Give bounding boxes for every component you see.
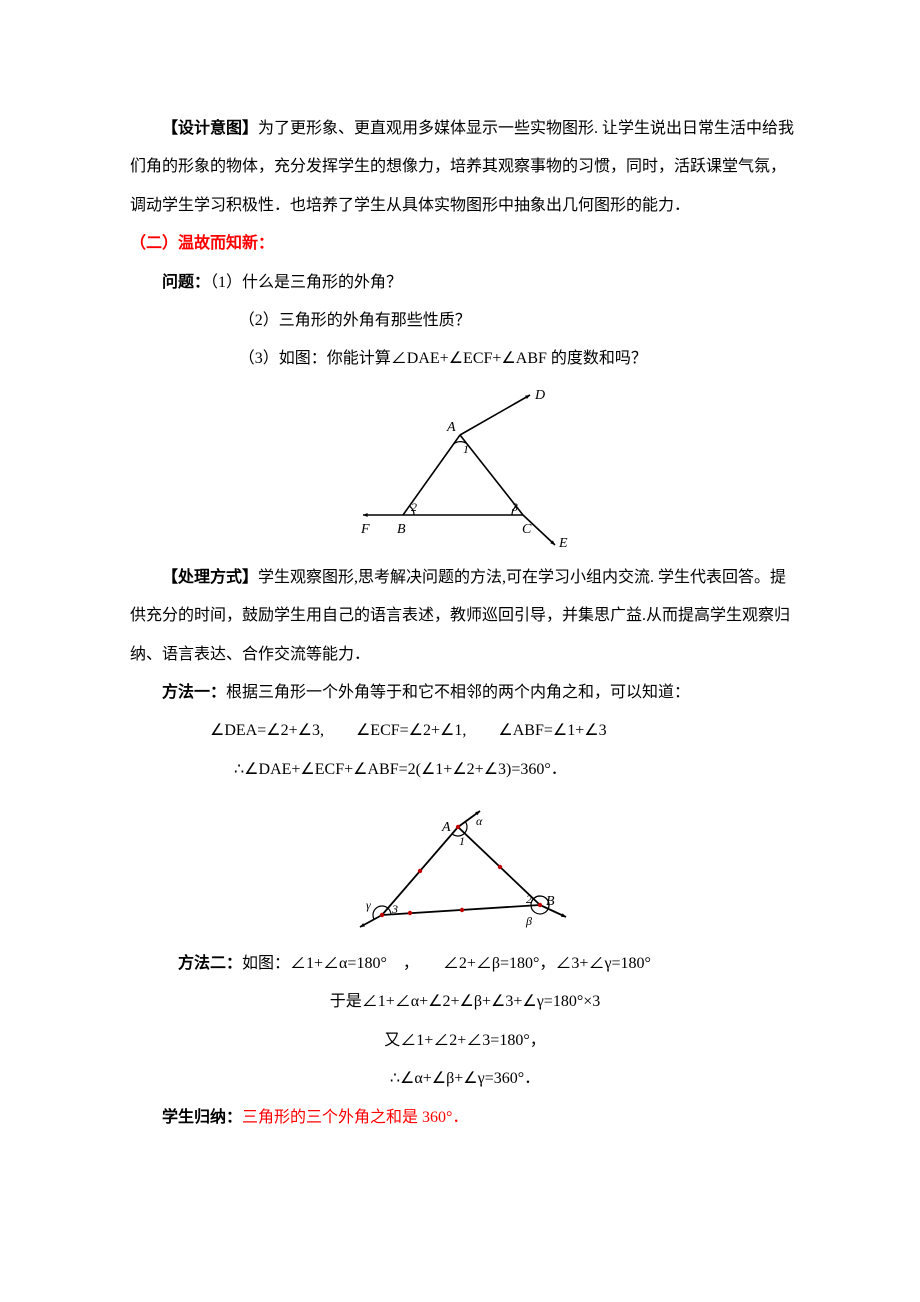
method2-text: 如图：∠1+∠α=180° ， ∠2+∠β=180°，∠3+∠γ=180° — [242, 955, 651, 972]
svg-text:2: 2 — [526, 892, 532, 906]
svg-text:B: B — [397, 522, 406, 537]
svg-text:F: F — [360, 522, 370, 537]
summary-label: 学生归纳： — [162, 1109, 242, 1126]
svg-text:γ: γ — [366, 898, 371, 912]
svg-text:B: B — [546, 894, 555, 909]
method2-para: 方法二：如图：∠1+∠α=180° ， ∠2+∠β=180°，∠3+∠γ=180… — [130, 945, 800, 983]
question-line-1: 问题：（1）什么是三角形的外角？ — [130, 264, 800, 302]
method2-line4: ∴∠α+∠β+∠γ=360°． — [130, 1060, 800, 1098]
svg-text:A: A — [446, 420, 456, 435]
handle-para: 【处理方式】学生观察图形,思考解决问题的方法,可在学习小组内交流. 学生代表回答… — [130, 559, 800, 674]
q1-text: （1）什么是三角形的外角？ — [210, 274, 402, 291]
method1-line1: ∠DEA=∠2+∠3, ∠ECF=∠2+∠1, ∠ABF=∠1+∠3 — [130, 712, 800, 750]
svg-text:A: A — [441, 820, 451, 835]
design-intent-label: 【设计意图】 — [162, 120, 258, 137]
method2-line2: 于是∠1+∠α+∠2+∠β+∠3+∠γ=180°×3 — [130, 983, 800, 1021]
method2-line3: 又∠1+∠2+∠3=180°， — [130, 1022, 800, 1060]
svg-text:D: D — [534, 388, 545, 403]
method2-label: 方法二： — [178, 955, 242, 972]
section-2-title: （二）温故而知新： — [130, 225, 800, 263]
q2-text: （2）三角形的外角有那些性质？ — [130, 302, 800, 340]
diagram-1: D A B C F E 1 2 3 — [355, 385, 575, 553]
svg-text:3: 3 — [511, 500, 518, 514]
svg-text:3: 3 — [391, 902, 398, 916]
method1-text: 根据三角形一个外角等于和它不相邻的两个内角之和，可以知道： — [226, 684, 690, 701]
svg-text:1: 1 — [459, 834, 465, 848]
svg-text:α: α — [476, 814, 483, 828]
svg-text:C: C — [522, 522, 532, 537]
svg-text:1: 1 — [463, 442, 469, 456]
summary-text: 三角形的三个外角之和是 360°． — [242, 1109, 468, 1126]
method1-label: 方法一： — [162, 684, 226, 701]
q3-text: （3）如图：你能计算∠DAE+∠ECF+∠ABF 的度数和吗？ — [130, 340, 800, 378]
summary-para: 学生归纳：三角形的三个外角之和是 360°． — [130, 1099, 800, 1137]
svg-text:β: β — [525, 914, 532, 928]
method1-line2: ∴∠DAE+∠ECF+∠ABF=2(∠1+∠2+∠3)=360°． — [130, 751, 800, 789]
svg-text:E: E — [558, 536, 568, 551]
question-label: 问题： — [162, 274, 210, 291]
svg-text:2: 2 — [411, 500, 417, 514]
handle-label: 【处理方式】 — [162, 569, 258, 586]
design-intent-para: 【设计意图】为了更形象、更直观用多媒体显示一些实物图形. 让学生说出日常生活中给… — [130, 110, 800, 225]
diagram-2: A Bα β γ 1 2 3 — [350, 809, 580, 939]
method1-para: 方法一：根据三角形一个外角等于和它不相邻的两个内角之和，可以知道： — [130, 674, 800, 712]
